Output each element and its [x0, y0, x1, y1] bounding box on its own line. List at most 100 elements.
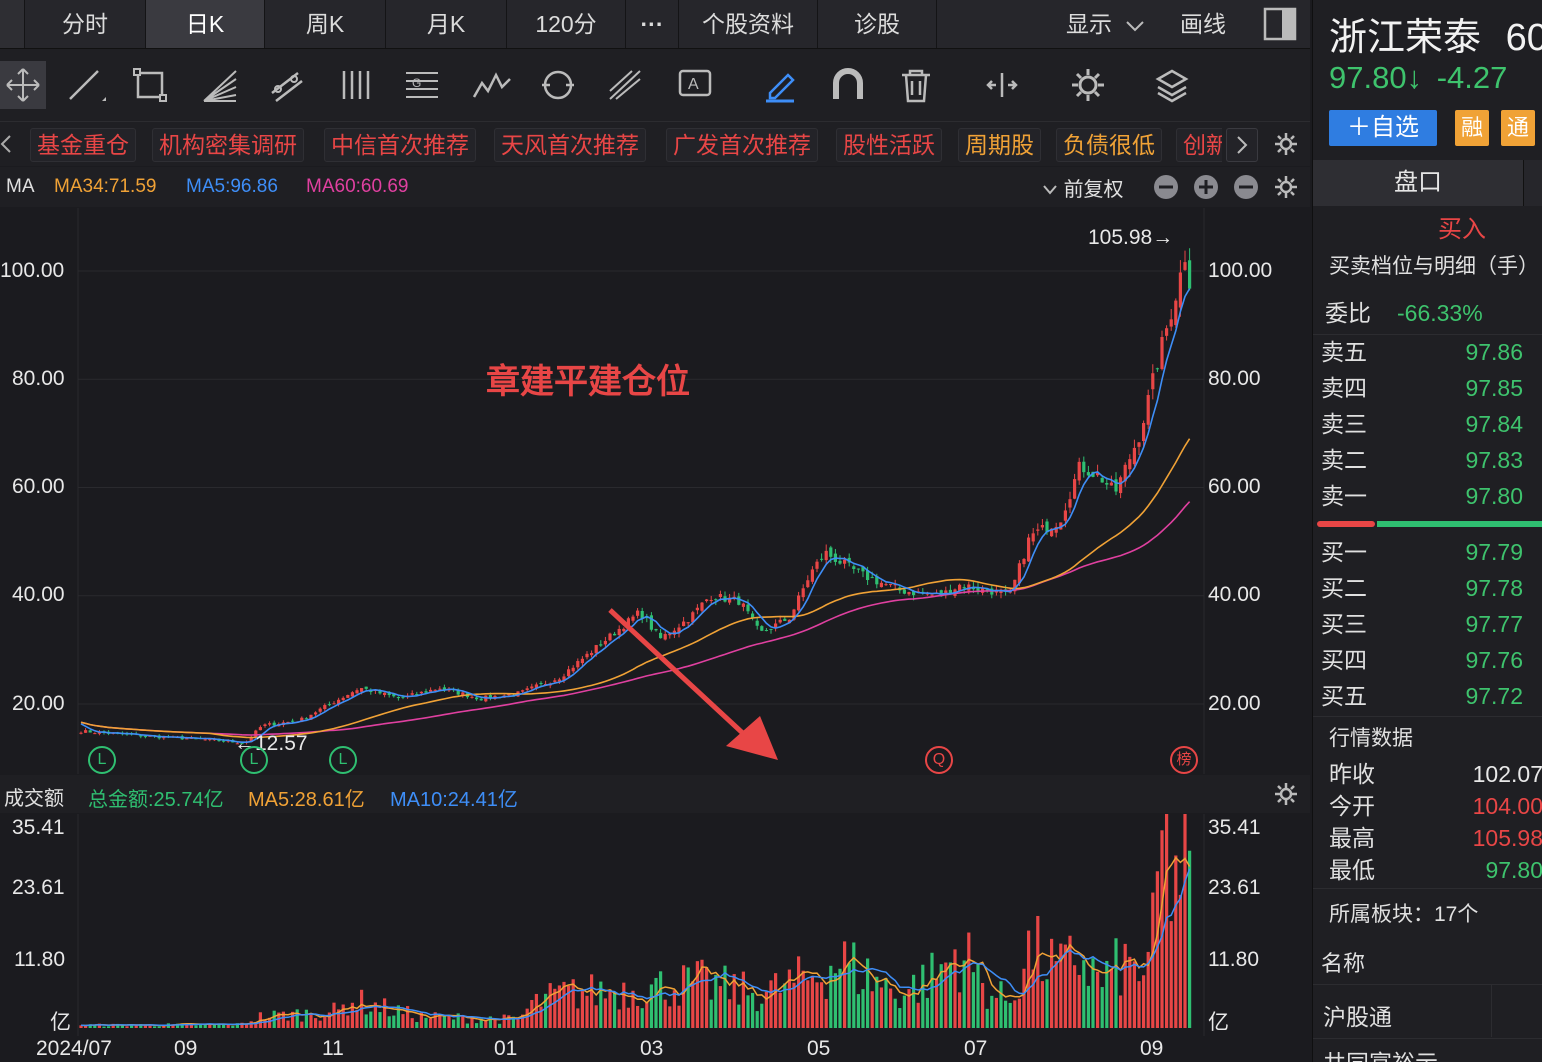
- tab-stock-profile[interactable]: 个股资料: [679, 0, 818, 48]
- ask-price: 97.84: [1465, 411, 1523, 437]
- layers-icon[interactable]: [1148, 61, 1196, 109]
- volume-bar: [231, 1025, 235, 1028]
- line-tool-icon[interactable]: [62, 61, 110, 109]
- volume-bar: [111, 1023, 115, 1028]
- ask-level-row[interactable]: 卖三 97.84: [1321, 406, 1542, 442]
- sector-count[interactable]: 所属板块：17个: [1329, 903, 1479, 926]
- volume-bar: [608, 989, 612, 1028]
- bid-level-row[interactable]: 买五 97.72: [1321, 678, 1542, 714]
- cycle-tool-icon[interactable]: [534, 61, 582, 109]
- candle-body: [341, 697, 345, 701]
- ma-legend-row: MA MA34:71.59 MA5:96.86 MA60:60.69 前复权: [0, 167, 1310, 207]
- volume-bar: [746, 995, 750, 1028]
- volume-ma5: MA5:28.61亿: [248, 789, 365, 811]
- volume-bar: [741, 971, 745, 1028]
- tab-daily-k[interactable]: 日K: [146, 0, 265, 48]
- candle-body: [925, 593, 929, 595]
- volume-bar: [1017, 998, 1021, 1028]
- gann-tool-icon[interactable]: [602, 61, 650, 109]
- event-marker-l[interactable]: L: [329, 746, 357, 774]
- rectangle-tool-icon[interactable]: [128, 61, 176, 109]
- ask-level-row[interactable]: 卖一 97.80: [1321, 478, 1542, 514]
- ask-level-row[interactable]: 卖四 97.85: [1321, 370, 1542, 406]
- candle-body: [691, 612, 695, 623]
- concept-tag[interactable]: 股性活跃: [836, 128, 942, 162]
- volume-bar: [774, 973, 778, 1028]
- adjust-dropdown[interactable]: 前复权: [1042, 173, 1124, 202]
- more-tabs-button[interactable]: ···: [626, 0, 679, 48]
- adjust-label: 前复权: [1063, 179, 1124, 201]
- tab-next-partial[interactable]: [1523, 160, 1542, 206]
- volume-bar: [346, 1015, 350, 1028]
- volume-bar: [1063, 944, 1067, 1028]
- concept-tag[interactable]: 天风首次推荐: [494, 128, 646, 162]
- concept-tag[interactable]: 周期股: [958, 128, 1041, 162]
- display-dropdown[interactable]: 显示: [1066, 0, 1146, 48]
- candle-body: [737, 596, 741, 605]
- fan-line-tool-icon[interactable]: [196, 61, 244, 109]
- bid-level-row[interactable]: 买二 97.78: [1321, 570, 1542, 606]
- trash-icon[interactable]: [892, 61, 940, 109]
- tags-settings-gear-icon[interactable]: [1272, 130, 1300, 158]
- volume-bar: [300, 1021, 304, 1028]
- tab-order-book[interactable]: 盘口: [1313, 160, 1523, 206]
- event-marker-list[interactable]: 榜: [1170, 746, 1198, 774]
- move-cursor-icon[interactable]: [0, 61, 46, 109]
- kline-chart-svg[interactable]: [0, 208, 1310, 774]
- event-marker-l[interactable]: L: [88, 746, 116, 774]
- plus-circle-icon[interactable]: [1192, 173, 1220, 201]
- tab-diagnose[interactable]: 诊股: [818, 0, 937, 48]
- concept-tag[interactable]: 基金重仓: [30, 128, 136, 162]
- fibonacci-tool-icon[interactable]: G: [398, 61, 446, 109]
- left-edge-tab[interactable]: [0, 0, 25, 48]
- concept-tag[interactable]: 创新: [1176, 128, 1222, 162]
- event-marker-q[interactable]: Q: [925, 746, 953, 774]
- panel-toggle-icon[interactable]: [1262, 6, 1298, 42]
- candle-body: [1142, 423, 1146, 441]
- ask-level-row[interactable]: 卖五 97.86: [1321, 334, 1542, 370]
- channel-tool-icon[interactable]: [264, 61, 312, 109]
- concept-tag[interactable]: 机构密集调研: [152, 128, 304, 162]
- chevron-left-icon[interactable]: [0, 134, 12, 154]
- tab-120min[interactable]: 120分: [507, 0, 626, 48]
- tags-next-button[interactable]: [1226, 128, 1258, 162]
- annotation-arrow-shaft: [608, 608, 750, 740]
- tab-weekly-k[interactable]: 周K: [265, 0, 386, 48]
- draw-line-button[interactable]: 画线: [1180, 11, 1226, 37]
- tab-monthly-k[interactable]: 月K: [386, 0, 507, 48]
- volume-bar: [84, 1025, 88, 1028]
- add-watchlist-button[interactable]: ＋自选: [1329, 110, 1437, 146]
- vertical-lines-tool-icon[interactable]: [334, 61, 382, 109]
- volume-settings-gear-icon[interactable]: [1272, 780, 1300, 808]
- magnet-icon[interactable]: [824, 61, 872, 109]
- bid-level-row[interactable]: 买三 97.77: [1321, 606, 1542, 642]
- candle-body: [521, 690, 525, 692]
- text-annotation-icon[interactable]: A: [672, 61, 720, 109]
- bid-level-row[interactable]: 买四 97.76: [1321, 642, 1542, 678]
- event-marker-l[interactable]: L: [240, 746, 268, 774]
- minus-circle-icon[interactable]: [1152, 173, 1180, 201]
- zoom-fit-icon[interactable]: [978, 61, 1026, 109]
- concept-tag[interactable]: 中信首次推荐: [324, 128, 476, 162]
- kline-chart-area[interactable]: 100.00 80.00 60.00 40.00 20.00 100.00 80…: [0, 208, 1310, 774]
- volume-chart-area[interactable]: 35.41 23.61 11.80 亿 35.41 23.61 11.80 亿: [0, 810, 1310, 1036]
- candle-body: [585, 653, 589, 658]
- volume-ma10-line: [80, 868, 1191, 1027]
- ma-settings-gear-icon[interactable]: [1272, 173, 1300, 201]
- concept-tag[interactable]: 负债很低: [1056, 128, 1162, 162]
- candle-body: [912, 590, 916, 596]
- highlighter-icon[interactable]: [756, 61, 804, 109]
- sector-row-hsgt[interactable]: 沪股通: [1323, 1004, 1392, 1030]
- wave-tool-icon[interactable]: [468, 61, 516, 109]
- volume-chart-svg[interactable]: [0, 810, 1310, 1036]
- candle-body: [360, 688, 364, 692]
- sector-row-partial[interactable]: 共同富裕示: [1323, 1044, 1523, 1062]
- bid-level-row[interactable]: 买一 97.79: [1321, 534, 1542, 570]
- ask-level-row[interactable]: 卖二 97.83: [1321, 442, 1542, 478]
- minus-circle-icon[interactable]: [1232, 173, 1260, 201]
- tab-intraday[interactable]: 分时: [25, 0, 146, 48]
- price-change: -4.27: [1436, 60, 1508, 95]
- concept-tag[interactable]: 广发首次推荐: [666, 128, 818, 162]
- buy-button[interactable]: 买入: [1438, 216, 1486, 243]
- settings-gear-icon[interactable]: [1064, 61, 1112, 109]
